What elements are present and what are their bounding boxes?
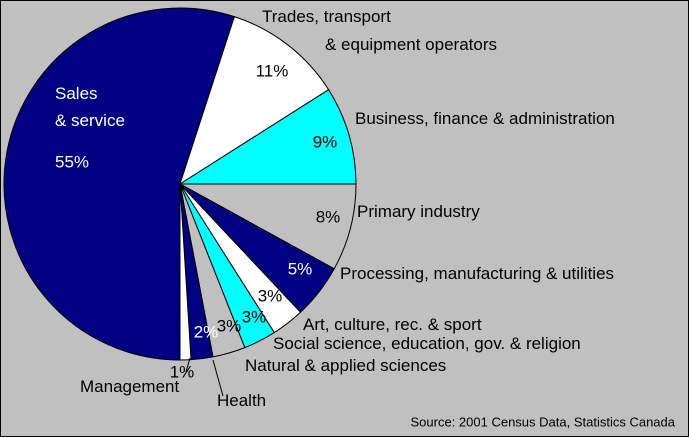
pie-slice xyxy=(179,183,357,270)
value-label: 9% xyxy=(313,132,338,151)
category-label: Sales & service xyxy=(55,84,125,130)
category-label: Business, finance & administration xyxy=(355,109,615,128)
value-label: 3% xyxy=(217,316,242,335)
category-label: Art, culture, rec. & sport xyxy=(303,315,482,334)
value-label: 5% xyxy=(288,259,313,278)
value-label: 2% xyxy=(194,322,219,341)
leader-line xyxy=(212,359,224,397)
value-label: 11% xyxy=(256,61,289,80)
source-note: Source: 2001 Census Data, Statistics Can… xyxy=(411,414,676,429)
pie-slice xyxy=(3,7,236,361)
pie-slice xyxy=(179,15,330,186)
leader-line xyxy=(185,357,191,373)
value-label: 8% xyxy=(316,207,341,226)
value-label: 55% xyxy=(55,152,89,171)
pie xyxy=(3,7,357,361)
category-label: Health xyxy=(217,391,266,410)
category-label: Processing, manufacturing & utilities xyxy=(340,264,614,283)
category-label: Primary industry xyxy=(357,202,480,221)
category-label: Natural & applied sciences xyxy=(245,356,446,375)
labels: Sales & service 55% Trades, transport & equi… xyxy=(55,7,615,410)
value-label: 1% xyxy=(170,362,195,381)
category-label: Social science, education, gov. & religi… xyxy=(273,334,581,353)
category-label: Trades, transport & equipment operators xyxy=(262,7,497,54)
category-label: Management xyxy=(80,377,180,396)
value-label: 3% xyxy=(242,307,267,326)
value-label: 3% xyxy=(258,286,283,305)
pie-slice xyxy=(179,183,192,361)
pie-slice xyxy=(178,89,357,185)
